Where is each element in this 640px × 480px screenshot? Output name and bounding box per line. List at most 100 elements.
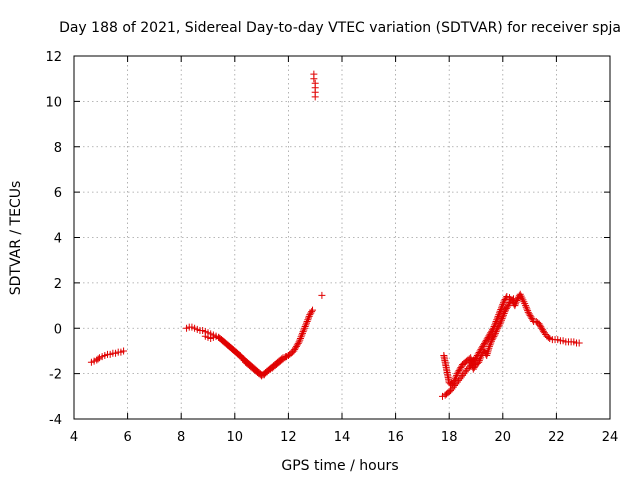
x-tick-label: 4: [70, 430, 78, 445]
data-point: [449, 379, 457, 387]
data-point: [499, 313, 507, 321]
data-point: [480, 341, 488, 349]
data-point: [308, 308, 316, 316]
data-point: [497, 306, 505, 314]
data-point: [477, 353, 485, 361]
data-point: [283, 353, 291, 361]
data-point: [297, 333, 305, 341]
data-point: [525, 310, 533, 318]
x-tick-label: 12: [280, 430, 297, 445]
data-point: [298, 331, 306, 339]
data-point: [522, 303, 530, 311]
data-point: [290, 347, 298, 355]
data-point: [262, 369, 270, 377]
x-tick-labels: 4 6 8 10 12 14 16 18 20 22 24: [70, 430, 618, 445]
data-point: [488, 336, 496, 344]
data-point: [120, 347, 128, 355]
data-point: [491, 331, 499, 339]
data-point: [284, 351, 292, 359]
data-point: [502, 305, 510, 313]
data-point: [305, 314, 312, 322]
data-point: [294, 339, 302, 347]
data-point: [318, 291, 326, 299]
x-tick-label: 14: [334, 430, 351, 445]
data-point: [511, 302, 519, 310]
data-point: [481, 338, 489, 346]
data-point: [296, 334, 304, 342]
data-point: [298, 329, 306, 337]
data-point: [528, 314, 536, 322]
data-point: [300, 326, 308, 334]
data-point: [508, 296, 516, 304]
data-point: [523, 305, 531, 313]
x-tick-label: 22: [548, 430, 565, 445]
data-point: [512, 300, 520, 308]
data-point: [310, 75, 318, 83]
data-point: [544, 333, 552, 341]
data-point: [522, 302, 530, 310]
y-tick-label: 0: [54, 322, 62, 337]
data-point: [485, 342, 493, 350]
data-point: [291, 345, 299, 353]
data-point: [479, 342, 487, 350]
data-point: [299, 328, 307, 336]
x-tick-label: 8: [177, 430, 185, 445]
data-point: [311, 93, 319, 101]
data-point: [535, 320, 543, 328]
data-point: [483, 335, 491, 343]
data-point: [499, 299, 507, 307]
data-point: [484, 346, 492, 354]
x-tick-label: 18: [441, 430, 458, 445]
data-point: [470, 364, 478, 372]
data-point: [510, 295, 518, 303]
data-point: [483, 351, 491, 359]
data-point: [513, 296, 521, 304]
data-point: [497, 304, 505, 312]
data-point: [501, 306, 509, 314]
x-axis-label: GPS time / hours: [281, 458, 398, 474]
data-point: [529, 316, 537, 324]
data-point: [500, 310, 508, 318]
data-point: [302, 319, 310, 327]
grid-lines: [74, 56, 610, 419]
data-point: [94, 355, 102, 363]
data-point: [450, 378, 458, 386]
data-point: [498, 302, 506, 310]
data-point: [307, 309, 315, 317]
data-point: [527, 313, 535, 321]
data-point: [491, 319, 499, 327]
x-tick-label: 24: [602, 430, 619, 445]
data-point: [476, 355, 484, 363]
data-point: [497, 318, 505, 326]
data-point: [539, 326, 547, 334]
data-point: [500, 297, 508, 305]
data-point: [475, 357, 483, 365]
data-point: [575, 339, 583, 347]
data-point: [485, 344, 493, 352]
data-point: [487, 339, 495, 347]
x-tick-label: 6: [123, 430, 131, 445]
axis-ticks: [73, 55, 611, 420]
data-point: [482, 336, 490, 344]
data-point: [303, 317, 311, 325]
x-tick-label: 20: [495, 430, 512, 445]
data-point: [486, 330, 494, 338]
data-point: [453, 371, 461, 379]
data-point: [480, 339, 488, 347]
data-point: [526, 311, 534, 319]
data-point: [499, 311, 507, 319]
data-point: [293, 341, 301, 349]
data-point: [469, 365, 477, 373]
data-point: [524, 308, 532, 316]
data-point: [484, 348, 492, 356]
data-point: [491, 329, 499, 337]
data-point: [451, 376, 459, 384]
y-tick-label: 10: [45, 95, 62, 110]
data-point: [494, 312, 502, 320]
data-point: [448, 381, 456, 389]
data-point: [256, 370, 264, 378]
data-point: [497, 316, 505, 324]
data-point: [493, 316, 501, 324]
data-point: [490, 333, 498, 341]
y-axis-label: SDTVAR / TECUs: [8, 181, 24, 296]
